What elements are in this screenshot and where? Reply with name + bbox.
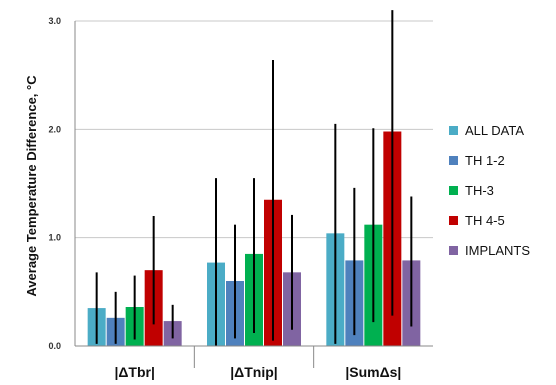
legend-label: TH 1-2 <box>465 153 505 168</box>
x-tick-label: |SumΔs| <box>345 364 401 380</box>
y-tick-label: 0.0 <box>48 341 61 351</box>
legend-swatch <box>449 246 458 255</box>
legend-swatch <box>449 156 458 165</box>
legend-label: IMPLANTS <box>465 243 530 258</box>
legend-swatch <box>449 186 458 195</box>
legend-label: ALL DATA <box>465 123 524 138</box>
legend-swatch <box>449 126 458 135</box>
axes: 0.0 1.0 2.0 3.0 |ΔTbr| |ΔTnip| |SumΔs| <box>48 16 433 380</box>
x-tick-label: |ΔTnip| <box>230 364 277 380</box>
legend-swatch <box>449 216 458 225</box>
legend-label: TH 4-5 <box>465 213 505 228</box>
x-tick-label: |ΔTbr| <box>114 364 154 380</box>
y-tick-label: 2.0 <box>48 124 61 134</box>
legend-label: TH-3 <box>465 183 494 198</box>
y-tick-label: 3.0 <box>48 16 61 26</box>
bars <box>87 131 421 346</box>
legend: ALL DATA TH 1-2 TH-3 TH 4-5 IMPLANTS <box>449 123 530 258</box>
error-bars <box>95 10 413 346</box>
y-tick-label: 1.0 <box>48 233 61 243</box>
y-axis-title: Average Temperature Difference, °C <box>24 75 39 297</box>
